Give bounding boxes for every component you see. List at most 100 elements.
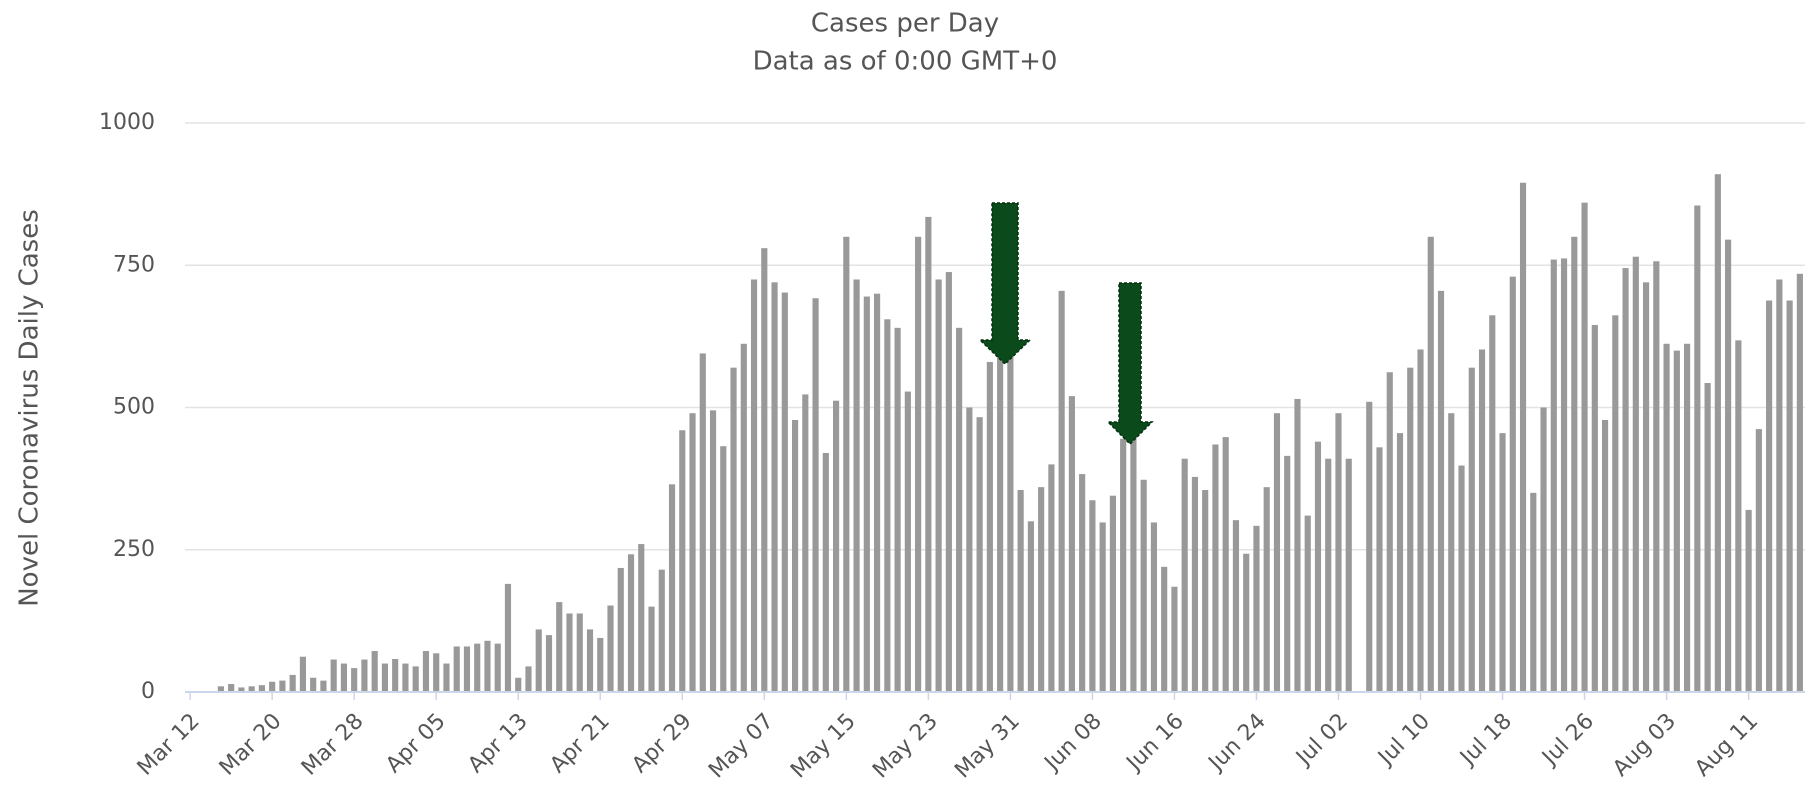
x-tick-label: May 23 [868,709,943,784]
bar [1294,398,1301,692]
bar [1161,566,1168,692]
bar [638,544,645,692]
x-tick-label: Apr 21 [545,709,614,778]
bar [1109,495,1116,692]
bar [504,583,512,692]
bar [1191,476,1199,692]
bar [874,293,881,692]
bar [1396,433,1404,692]
y-tick-label: 0 [141,679,155,704]
bar [320,680,327,692]
bar [299,656,306,692]
bar [1519,182,1527,692]
bar [1509,276,1516,692]
bar [494,643,501,692]
bar [884,319,891,692]
bar [1632,256,1639,692]
bar [1079,474,1086,692]
bar [1735,340,1742,692]
x-tick-label: Apr 13 [463,709,532,778]
bar [258,685,265,692]
bar [1171,586,1178,692]
bar [1007,350,1014,692]
bar [843,236,850,693]
x-tick-label: Apr 05 [381,709,450,778]
x-tick-label: May 07 [704,709,779,784]
bar [1038,487,1045,692]
bar [812,298,819,692]
bar [1581,202,1588,692]
bar [720,446,727,692]
bar [740,343,747,692]
bar [1263,487,1270,692]
bar [1304,515,1311,692]
bar [474,643,481,692]
bar [1181,458,1188,692]
chart-subtitle: Data as of 0:00 GMT+0 [753,47,1058,77]
bar [1120,438,1127,692]
bar [1786,300,1793,692]
bar [658,569,665,692]
bar [525,666,532,692]
bar [1437,290,1445,692]
bar [422,651,430,692]
bar [925,216,932,692]
bar [709,410,717,692]
y-tick-label: 1000 [99,110,155,135]
bar [750,279,758,692]
bar [1550,259,1557,692]
bar [463,646,471,692]
bar [1673,350,1680,692]
bar [1540,407,1547,692]
bar [340,663,347,692]
bar [1766,300,1773,692]
bar [443,663,450,692]
bar [945,272,952,692]
bar [1417,349,1424,692]
bar [1663,343,1670,692]
bar [433,653,440,692]
bar [217,686,224,692]
bar [279,680,286,692]
bar [392,658,399,692]
bar [1653,261,1660,692]
bar [1468,367,1475,692]
bar [381,663,389,692]
bar [1048,464,1055,692]
bar [976,417,983,692]
x-tick-label: Mar 20 [215,709,287,781]
bar [556,602,563,692]
bar [781,292,788,692]
bar [1407,367,1414,692]
bar [1704,383,1711,692]
x-tick-label: Apr 29 [627,709,696,778]
bar [1591,324,1598,692]
x-tick-label: Mar 28 [297,709,369,781]
y-tick-label: 500 [113,395,155,420]
bar [371,651,378,692]
bar [1684,343,1691,692]
bar [679,430,686,692]
bar [617,567,624,692]
x-tick-label: May 31 [950,709,1025,784]
bar [1150,522,1157,692]
x-tick-label: Jul 02 [1290,709,1353,772]
bar [1212,444,1219,692]
bar [1140,479,1147,692]
bar [1017,490,1024,692]
bar [402,663,409,692]
bar [853,279,860,692]
bar [1068,396,1075,692]
bar [1796,273,1803,692]
bar [730,367,737,692]
bar [1376,447,1383,692]
annotation-arrow [978,202,1154,446]
bar [1027,521,1034,692]
bar [361,659,368,692]
bar [802,394,809,692]
bar [699,353,706,692]
chart-title: Cases per Day [811,9,999,39]
bar [248,686,255,692]
bar [1232,520,1240,692]
